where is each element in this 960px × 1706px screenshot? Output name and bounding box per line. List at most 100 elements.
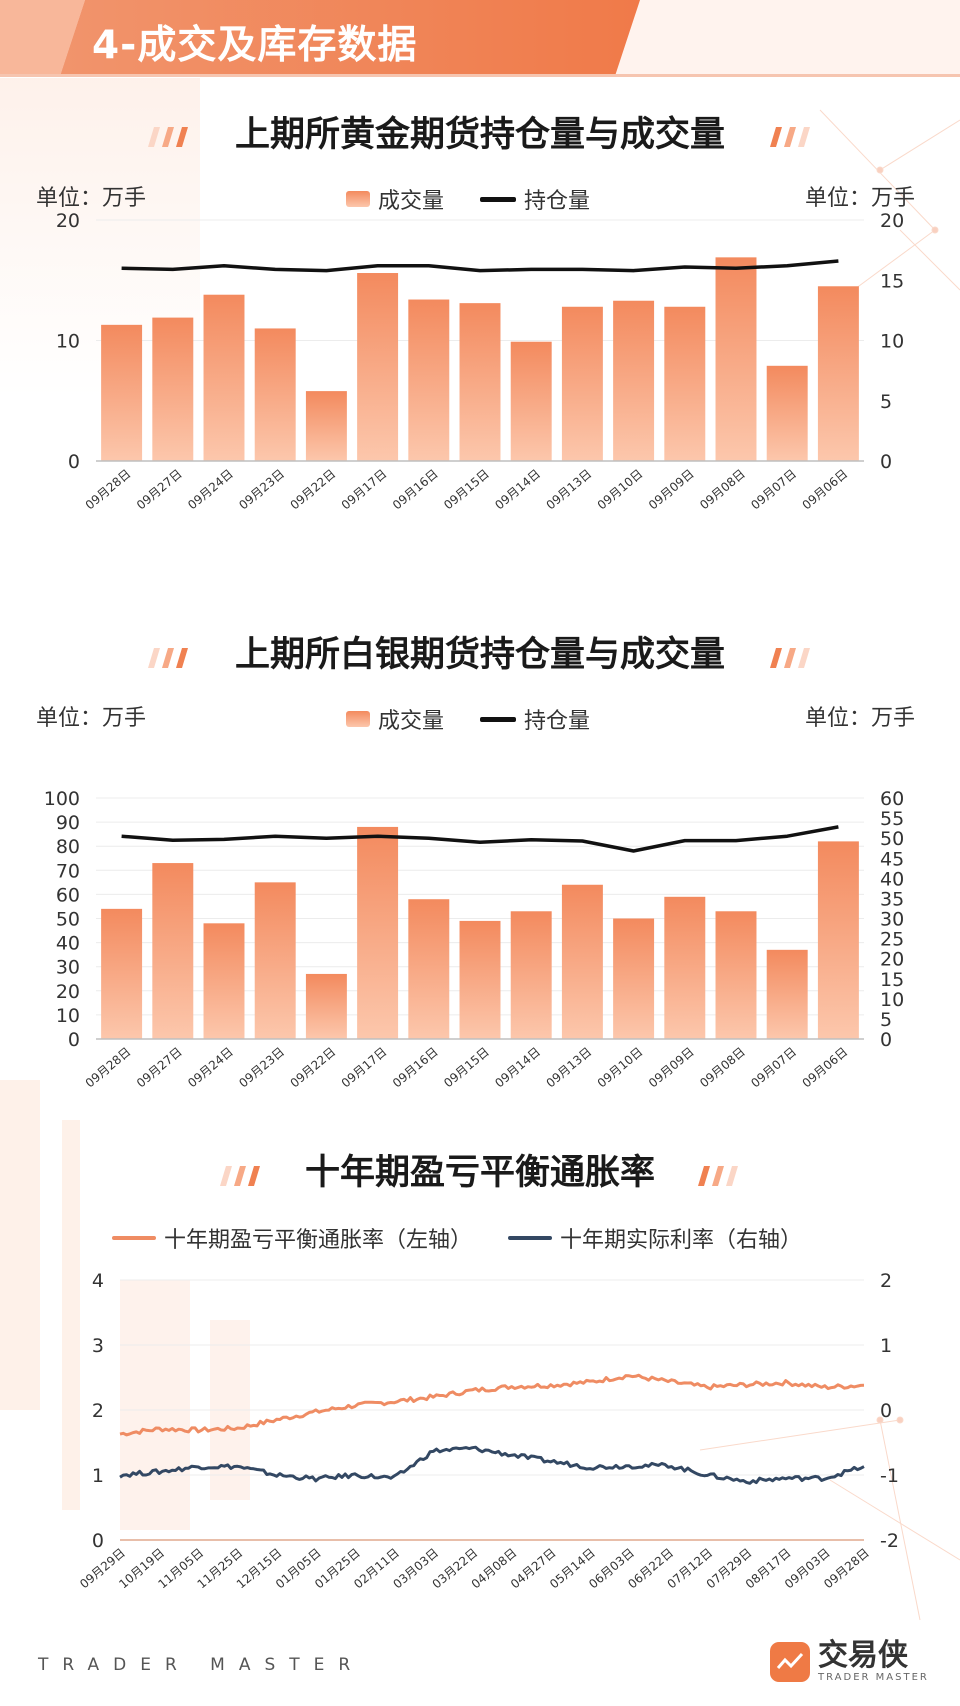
unit-right: 单位：万手 [805,186,916,211]
logo-text: 交易侠 TRADER MASTER [818,1638,929,1684]
line-series [119,1445,865,1485]
y-left-tick-label: 3 [92,1335,104,1357]
x-tick-label: 09月27日 [134,467,185,513]
legend-item-line: 持仓量 [480,183,590,215]
y-left-tick-label: 20 [56,981,80,1003]
x-tick-label: 09月27日 [134,1045,185,1091]
banner-title: 4-成交及库存数据 [92,23,418,68]
y-right-tick-label: 5 [880,391,892,413]
y-right-tick-label: -1 [880,1465,899,1487]
y-right-tick-label: 55 [880,808,904,830]
x-tick-label: 09月08日 [697,467,748,513]
title-left-decoration [220,1166,260,1186]
y-right-tick-label: 15 [880,969,904,991]
bar [459,303,501,461]
y-left-tick-label: 40 [56,933,80,955]
y-right-tick-label: 20 [880,949,904,971]
y-right-tick-label: 20 [880,210,904,232]
y-left-tick-label: 0 [68,1029,80,1051]
bar [817,841,859,1039]
y-right-tick-label: 5 [880,1009,892,1031]
bar [817,286,859,461]
title-left-decoration [148,127,188,147]
y-left-tick-label: 10 [56,331,80,353]
x-tick-label: 09月13日 [544,1045,595,1091]
legend-label-series1: 十年期盈亏平衡通胀率（左轴） [164,1228,473,1253]
y-left-tick-label: 80 [56,836,80,858]
bar [613,918,655,1039]
legend-swatch-bar [346,711,370,727]
bar [203,294,245,461]
y-right-tick-label: 60 [880,788,904,810]
y-left-tick-label: 60 [56,884,80,906]
y-left-tick-label: 4 [92,1270,104,1292]
x-tick-label: 09月14日 [492,1045,543,1091]
legend-swatch-bar [346,191,370,207]
bar [254,882,296,1039]
y-left-tick-label: 100 [44,788,80,810]
y-left-tick-label: 0 [68,451,80,473]
unit-left: 单位：万手 [36,186,147,211]
bar [715,257,757,461]
x-tick-label: 09月10日 [595,467,646,513]
x-tick-label: 09月23日 [236,467,287,513]
y-left-tick-label: 30 [56,957,80,979]
legend-swatch-navy [508,1236,553,1240]
chart-title: 十年期盈亏平衡通胀率 [304,1153,655,1193]
x-tick-label: 09月16日 [390,467,441,513]
x-tick-label: 09月15日 [441,467,492,513]
logo-mark-icon [770,1641,810,1682]
gold-chart-section: 上期所黄金期货持仓量与成交量 单位：万手 单位：万手 成交量 持仓量 0 10 20… [0,100,960,570]
y-right-tick-label: 45 [880,848,904,870]
x-tick-label: 09月28日 [83,1045,134,1091]
chart-title: 上期所白银期货持仓量与成交量 [234,635,725,675]
legend-label-bar: 成交量 [378,189,445,214]
legend-label-series2: 十年期实际利率（右轴） [560,1228,803,1253]
bar [459,920,501,1039]
y-right-tick-label: 10 [880,989,904,1011]
unit-right: 单位：万手 [805,706,916,731]
bar [664,896,706,1039]
bar [101,908,143,1039]
bar [561,306,603,461]
x-tick-label: 09月06日 [800,1045,851,1091]
bar [357,273,399,461]
y-right-tick-label: 40 [880,868,904,890]
y-left-tick-label: 50 [56,909,80,931]
unit-left: 单位：万手 [36,706,147,731]
bar [766,949,808,1039]
x-tick-label: 09月09日 [646,1045,697,1091]
legend: 成交量 持仓量 [346,703,626,735]
legend-swatch-orange [112,1236,156,1240]
banner-shape [0,0,960,77]
chart-title: 上期所黄金期货持仓量与成交量 [234,115,725,155]
legend-item-bar: 成交量 [346,183,444,215]
y-left-tick-label: 1 [92,1465,104,1487]
x-tick-label: 09月28日 [83,467,134,513]
y-right-tick-label: 50 [880,828,904,850]
footer-brand: TRADER MASTER [38,1655,365,1675]
legend-swatch-line [480,716,517,722]
y-left-tick-label: 70 [56,860,80,882]
title-right-decoration [770,648,810,668]
x-tick-label: 09月23日 [236,1045,287,1091]
legend-item-series1: 十年期盈亏平衡通胀率（左轴） [112,1222,472,1254]
bar [305,973,347,1039]
y-right-tick-label: 15 [880,270,904,292]
line-series [121,259,839,273]
x-tick-label: 09月08日 [697,1045,748,1091]
x-tick-label: 09月24日 [185,1045,236,1091]
x-tick-label: 09月10日 [595,1045,646,1091]
logo: 交易侠 TRADER MASTER [770,1640,929,1683]
x-tick-label: 09月17日 [339,467,390,513]
y-right-tick-label: 2 [880,1270,892,1292]
x-tick-label: 09月16日 [390,1045,441,1091]
y-left-tick-label: 0 [92,1530,104,1552]
x-tick-label: 09月15日 [441,1045,492,1091]
breakeven-chart-plot: 01234-2-101209月29日10月19日11月05日11月25日12月1… [77,1270,899,1591]
x-tick-label: 09月22日 [288,1045,339,1091]
bar [254,328,296,461]
legend-label-line: 持仓量 [524,189,591,214]
y-right-tick-label: 30 [880,909,904,931]
